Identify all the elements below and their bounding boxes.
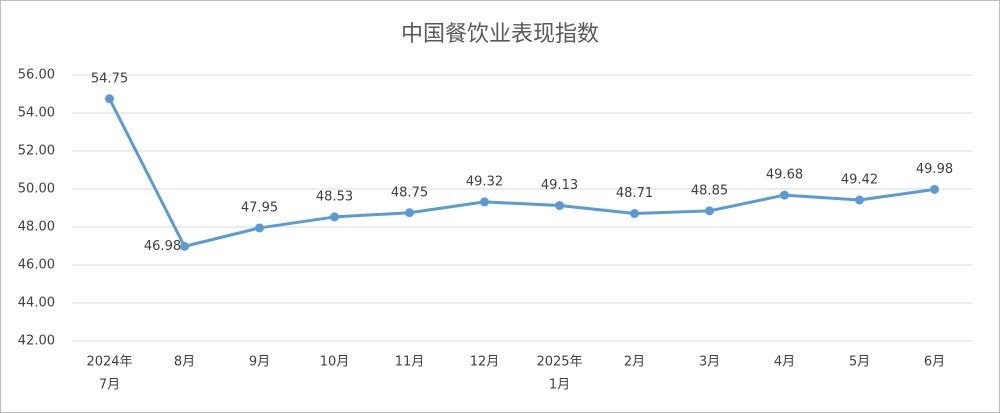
y-tick-label: 44.00 (18, 296, 55, 311)
x-tick-label: 7月 (99, 378, 120, 393)
data-label: 49.68 (766, 168, 803, 183)
x-tick-label: 8月 (174, 355, 195, 370)
x-tick-label: 10月 (320, 355, 350, 370)
y-tick-label: 56.00 (18, 68, 55, 83)
data-point (780, 190, 789, 200)
y-tick-label: 42.00 (18, 334, 55, 349)
x-tick-label: 1月 (549, 378, 570, 393)
data-point (480, 197, 489, 207)
data-point (330, 212, 339, 222)
data-point (405, 208, 414, 218)
y-tick-label: 54.00 (18, 106, 55, 121)
y-tick-label: 48.00 (18, 220, 55, 235)
x-tick-label: 12月 (470, 355, 500, 370)
y-tick-label: 52.00 (18, 144, 55, 159)
series-line (108, 98, 935, 248)
data-label: 48.75 (391, 185, 428, 200)
data-point (255, 223, 264, 233)
x-tick-label: 6月 (924, 355, 945, 370)
data-label: 49.13 (541, 178, 578, 193)
data-point (105, 94, 114, 104)
x-tick-label: 11月 (395, 355, 425, 370)
x-tick-label: 9月 (249, 355, 270, 370)
data-point (855, 195, 864, 205)
data-label: 49.32 (466, 174, 503, 189)
x-tick-label: 2月 (624, 355, 645, 370)
x-tick-label: 5月 (849, 355, 870, 370)
y-tick-label: 50.00 (18, 182, 55, 197)
data-label: 49.98 (916, 162, 953, 177)
data-label: 48.85 (691, 183, 728, 198)
chart-title: 中国餐饮业表现指数 (401, 22, 599, 47)
data-point (930, 184, 939, 194)
data-point (630, 209, 639, 219)
x-tick-label: 2025年 (536, 355, 582, 370)
data-point (180, 241, 189, 251)
y-tick-label: 46.00 (18, 258, 55, 273)
data-label: 46.98 (144, 239, 181, 254)
data-point (705, 206, 714, 216)
data-label: 48.53 (316, 189, 353, 204)
x-tick-label: 3月 (699, 355, 720, 370)
x-tick-label: 4月 (774, 355, 795, 370)
data-label: 54.75 (91, 71, 128, 86)
data-label: 49.42 (841, 173, 878, 188)
data-label: 48.71 (616, 186, 653, 201)
x-tick-label: 2024年 (86, 355, 132, 370)
data-point (555, 201, 564, 211)
data-label: 47.95 (241, 200, 278, 215)
